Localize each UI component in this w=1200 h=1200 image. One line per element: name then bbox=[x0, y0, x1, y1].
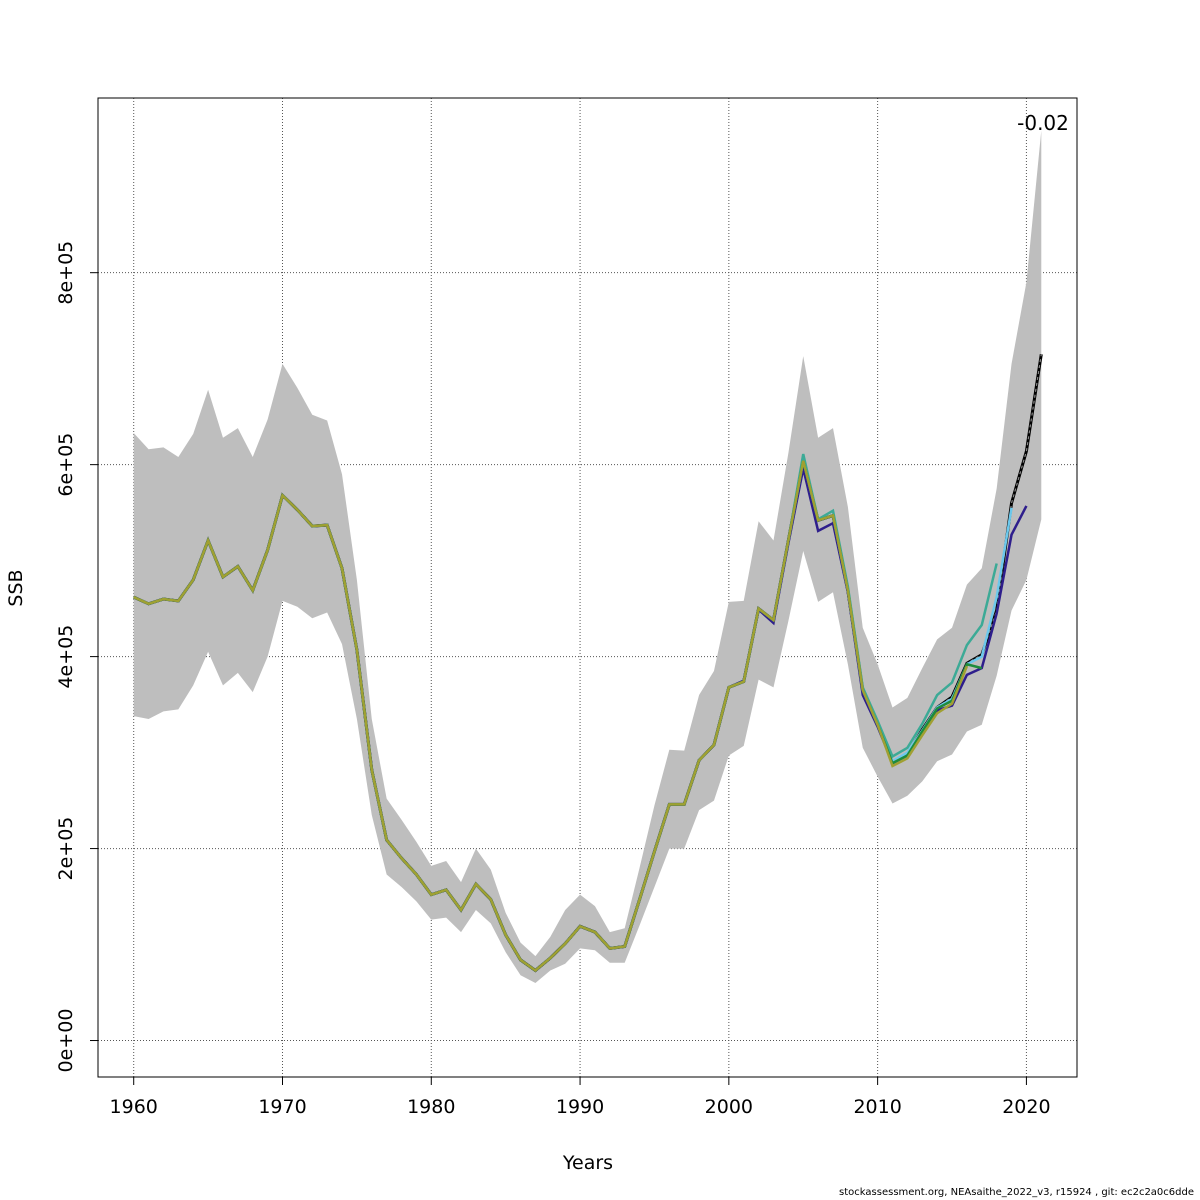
footer-credit: stockassessment.org, NEAsaithe_2022_v3, … bbox=[839, 1187, 1194, 1198]
y-axis: 0e+00 2e+05 4e+05 6e+05 8e+05 bbox=[55, 241, 98, 1073]
confidence-band bbox=[133, 130, 1042, 983]
series-lines bbox=[133, 354, 1043, 973]
ssb-line-retro-2016 bbox=[133, 460, 969, 973]
x-tick-label: 2000 bbox=[705, 1096, 753, 1118]
x-tick-label: 1960 bbox=[110, 1096, 158, 1118]
x-tick-label: 1970 bbox=[258, 1096, 306, 1118]
x-tick-label: 2010 bbox=[853, 1096, 901, 1118]
plot-frame bbox=[97, 97, 1078, 1078]
rho-annotation: -0.02 bbox=[1017, 111, 1069, 135]
x-tick-label: 2020 bbox=[1002, 1096, 1050, 1118]
x-axis-label: Years bbox=[562, 1152, 613, 1174]
y-tick-label: 2e+05 bbox=[55, 817, 77, 881]
x-tick-label: 1990 bbox=[556, 1096, 604, 1118]
y-tick-label: 6e+05 bbox=[55, 433, 77, 497]
ci-band bbox=[133, 130, 1042, 983]
y-axis-label: SSB bbox=[5, 569, 27, 606]
y-tick-label: 8e+05 bbox=[55, 241, 77, 305]
y-tick-label: 0e+00 bbox=[55, 1009, 77, 1073]
y-tick-label: 4e+05 bbox=[55, 625, 77, 689]
x-tick-label: 1980 bbox=[407, 1096, 455, 1118]
x-axis: 1960 1970 1980 1990 2000 2010 2020 bbox=[110, 1077, 1051, 1118]
